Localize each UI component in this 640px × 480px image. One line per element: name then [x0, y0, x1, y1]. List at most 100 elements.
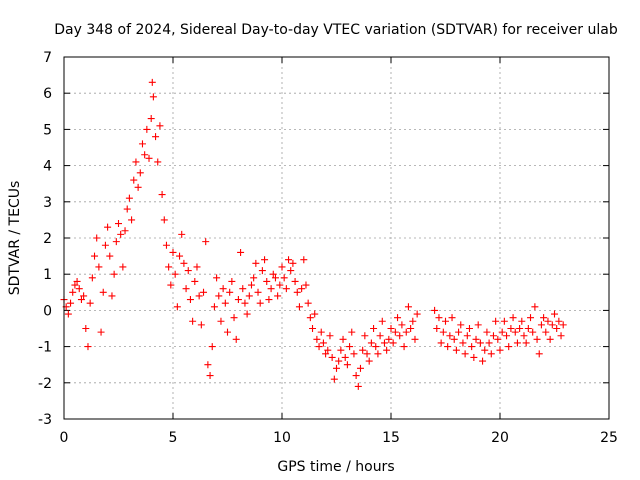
data-point	[219, 285, 227, 293]
data-point	[402, 328, 410, 336]
data-point	[93, 234, 101, 242]
data-point	[265, 296, 273, 304]
data-point	[339, 335, 347, 343]
data-point	[132, 158, 140, 166]
data-point	[463, 332, 471, 340]
data-point	[267, 285, 275, 293]
plot-frame	[63, 56, 610, 420]
data-point	[252, 259, 260, 267]
data-point	[492, 317, 500, 325]
data-point	[437, 339, 445, 347]
y-tick-label: -1	[38, 340, 52, 356]
data-point	[91, 252, 99, 260]
data-point	[86, 299, 94, 307]
x-axis-title: GPS time / hours	[277, 459, 394, 475]
data-point	[389, 339, 397, 347]
y-tick-label: 3	[43, 195, 52, 211]
data-point	[548, 321, 556, 329]
data-point	[433, 325, 441, 332]
data-point	[75, 285, 83, 293]
data-point	[527, 314, 535, 322]
data-point	[191, 277, 199, 285]
data-point	[206, 372, 214, 380]
data-point	[553, 325, 561, 332]
data-point	[431, 306, 439, 314]
data-point	[555, 317, 563, 325]
data-point	[282, 285, 290, 293]
data-point	[520, 332, 528, 340]
data-point	[145, 154, 153, 162]
data-point	[173, 303, 181, 311]
data-point	[324, 346, 332, 354]
data-point	[472, 335, 480, 343]
data-point	[210, 303, 218, 311]
data-point	[271, 274, 279, 282]
data-point	[476, 339, 484, 347]
data-point	[374, 350, 382, 358]
data-point	[542, 328, 550, 336]
data-point	[99, 288, 107, 296]
data-point	[513, 339, 521, 347]
data-point	[193, 263, 201, 271]
data-point	[125, 194, 133, 202]
data-point	[84, 343, 92, 351]
data-point	[112, 238, 120, 246]
data-point	[503, 332, 511, 340]
data-point	[465, 325, 473, 332]
data-point	[343, 361, 351, 369]
x-tick-label: 20	[491, 430, 509, 446]
y-tick-label: 5	[43, 122, 52, 138]
data-point	[269, 270, 277, 278]
data-point	[479, 357, 487, 365]
data-point	[370, 325, 378, 332]
data-point	[148, 78, 156, 86]
data-point	[500, 317, 508, 325]
data-point	[304, 299, 312, 307]
data-point	[337, 346, 345, 354]
data-point	[394, 314, 402, 322]
data-point	[363, 350, 371, 358]
data-point	[378, 317, 386, 325]
data-point	[197, 321, 205, 329]
data-point	[180, 259, 188, 267]
data-point	[261, 256, 269, 264]
data-point	[278, 263, 286, 271]
data-point	[361, 332, 369, 340]
data-point	[348, 328, 356, 336]
data-point	[154, 158, 162, 166]
data-point	[276, 281, 284, 289]
y-tick-label: 7	[43, 50, 52, 66]
data-point	[306, 314, 314, 322]
data-point	[77, 296, 85, 304]
data-point	[176, 252, 184, 260]
y-tick-label: 2	[43, 231, 52, 247]
data-point	[313, 335, 321, 343]
data-point	[544, 317, 552, 325]
data-point	[535, 350, 543, 358]
data-point	[202, 238, 210, 246]
data-point	[200, 288, 208, 296]
data-point	[383, 346, 391, 354]
data-point	[315, 343, 323, 351]
data-point	[82, 325, 90, 332]
data-point	[489, 332, 497, 340]
data-point	[138, 140, 146, 148]
data-point	[143, 125, 151, 133]
data-point	[67, 299, 75, 307]
data-point	[108, 292, 116, 300]
data-point	[442, 317, 449, 325]
data-point	[309, 325, 317, 332]
data-point	[341, 353, 349, 361]
data-point	[156, 122, 164, 130]
data-point	[446, 332, 454, 340]
data-point	[221, 299, 229, 307]
y-tick-label: 6	[43, 86, 52, 102]
data-point	[496, 346, 504, 354]
data-point	[295, 303, 303, 311]
grid-layer	[64, 57, 609, 419]
data-point	[169, 248, 177, 256]
y-tick-label: 0	[43, 303, 52, 319]
data-point	[217, 317, 225, 325]
data-point	[258, 267, 266, 275]
